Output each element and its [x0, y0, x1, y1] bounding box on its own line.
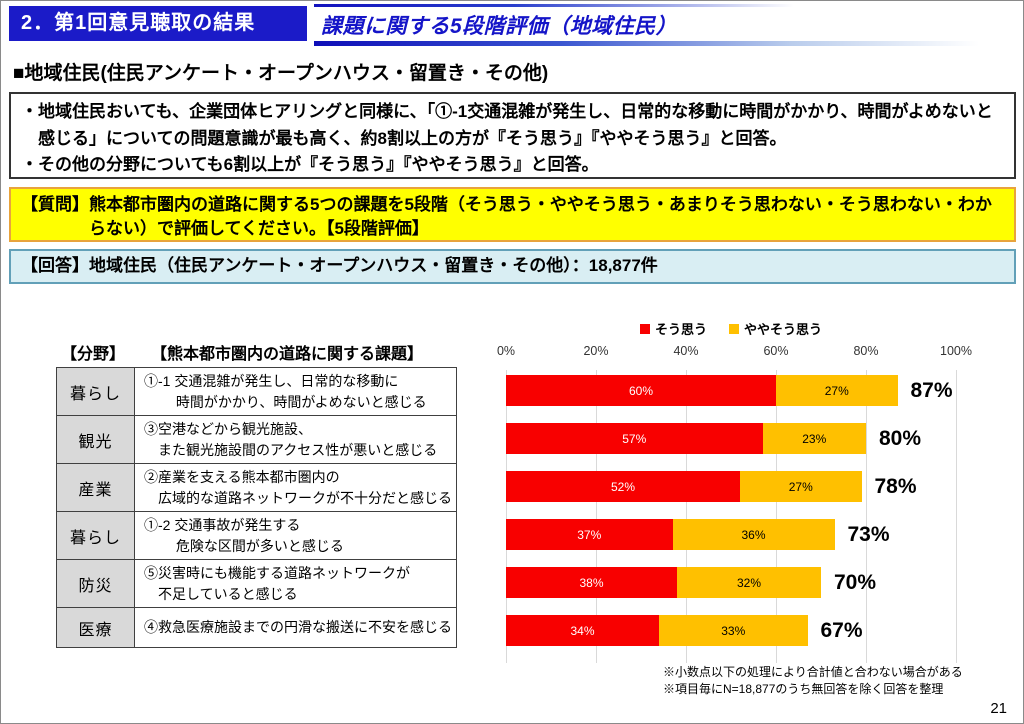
table-cell-category: 防災: [57, 560, 135, 607]
bar-segment-somewhat-agree: 23%: [762, 423, 866, 454]
subtitle-underline-rule: [314, 41, 1014, 46]
issue-line: また観光施設間のアクセス性が悪いと感じる: [144, 441, 438, 458]
footnotes: ※小数点以下の処理により合計値と合わない場合がある ※項目毎にN=18,877の…: [663, 664, 963, 699]
bar-row: 52% 27%: [506, 471, 862, 502]
bar-segment-somewhat-agree: 32%: [677, 567, 821, 598]
overview-box: ・地域住民おいても、企業団体ヒアリングと同様に、「①-1交通混雑が発生し、日常的…: [9, 92, 1016, 179]
chart-legend: そう思う ややそう思う: [506, 319, 956, 338]
bar-segment-agree: 34%: [506, 615, 659, 646]
bar-segment-somewhat-agree: 27%: [740, 471, 862, 502]
footnote-2: ※項目毎にN=18,877のうち無回答を除く回答を整理: [663, 682, 944, 697]
table-cell-issue: ⑤災害時にも機能する道路ネットワークが 不足していると感じる: [135, 560, 456, 607]
legend-item: ややそう思う: [729, 319, 822, 338]
bar-segment-somewhat-agree: 33%: [659, 615, 808, 646]
header-top-rule: [314, 4, 814, 7]
legend-label: そう思う: [654, 322, 707, 337]
overview-bullet-2: ・その他の分野についても6割以上が『そう思う』『ややそう思う』と回答。: [21, 155, 599, 175]
bar-total-label: 87%: [910, 379, 953, 402]
x-axis-tick-label: 100%: [940, 344, 972, 358]
overview-bullet-1: ・地域住民おいても、企業団体ヒアリングと同様に、「①-1交通混雑が発生し、日常的…: [21, 102, 993, 148]
bar-segment-somewhat-agree: 27%: [776, 375, 898, 406]
bar-row: 37% 36%: [506, 519, 835, 550]
bar-segment-agree: 37%: [506, 519, 673, 550]
table-cell-category: 医療: [57, 608, 135, 647]
gridline: [506, 370, 507, 663]
page-number: 21: [990, 700, 1007, 717]
chart-plot-area: 60% 27% 87% 57% 23% 80% 52% 27% 78% 37% 36% 73% 38% 3…: [506, 370, 957, 663]
section-heading: ■地域住民(住民アンケート・オープンハウス・留置き・その他): [13, 63, 549, 84]
x-axis-tick-label: 40%: [673, 344, 699, 358]
table-row: 暮らし ①-1 交通混雑が発生し、日常的な移動に 時間がかかり、時間がよめないと感…: [57, 367, 456, 415]
table-cell-category: 産業: [57, 464, 135, 511]
bar-row: 60% 27%: [506, 375, 898, 406]
x-axis-tick-label: 20%: [583, 344, 609, 358]
legend-label: ややそう思う: [744, 322, 823, 337]
table-header-issues: 【熊本都市圏内の道路に関する課題】: [151, 346, 424, 363]
issue-line: ①-1 交通混雑が発生し、日常的な移動に: [144, 373, 399, 390]
bar-row: 38% 32%: [506, 567, 821, 598]
gridline: [596, 370, 597, 663]
gridline: [776, 370, 777, 663]
x-axis-tick-label: 0%: [496, 344, 516, 358]
slide-subtitle: 課題に関する5段階評価（地域住民）: [321, 15, 678, 38]
bar-segment-somewhat-agree: 36%: [672, 519, 835, 550]
chart-x-axis: 0% 20% 40% 60% 80% 100%: [497, 344, 972, 360]
gridline: [956, 370, 957, 663]
issue-line: ⑤災害時にも機能する道路ネットワークが: [144, 565, 410, 582]
slide-title: 2．第1回意見聴取の結果: [9, 6, 307, 41]
question-text: 【質問】熊本都市圏内の道路に関する5つの課題を5段階（そう思う・ややそう思う・あ…: [21, 195, 992, 239]
table-cell-issue: ④救急医療施設までの円滑な搬送に不安を感じる: [135, 608, 456, 647]
table-cell-issue: ①-1 交通混雑が発生し、日常的な移動に 時間がかかり、時間がよめないと感じる: [135, 368, 456, 415]
bar-total-label: 80%: [879, 427, 922, 450]
issue-line: 広域的な道路ネットワークが不十分だと感じる: [144, 489, 452, 506]
table-cell-category: 暮らし: [57, 512, 135, 559]
table-row: 産業 ②産業を支える熊本都市圏内の 広域的な道路ネットワークが不十分だと感じる: [57, 463, 456, 511]
legend-item: そう思う: [639, 319, 707, 338]
bar-segment-agree: 60%: [506, 375, 776, 406]
bar-segment-agree: 57%: [506, 423, 763, 454]
stacked-bar-chart: そう思う ややそう思う 0% 20% 40% 60% 80% 100% 60% 27% 87% 5…: [497, 319, 1021, 665]
issue-line: ③空港などから観光施設、: [144, 421, 312, 438]
answer-box: 【回答】地域住民（住民アンケート・オープンハウス・留置き・その他）：18,877…: [9, 249, 1016, 284]
issue-line: 不足していると感じる: [144, 585, 298, 602]
gridline: [686, 370, 687, 663]
issue-line: ②産業を支える熊本都市圏内の: [144, 469, 340, 486]
issue-line: ④救急医療施設までの円滑な搬送に不安を感じる: [144, 619, 452, 636]
bar-row: 34% 33%: [506, 615, 808, 646]
table-cell-issue: ③空港などから観光施設、 また観光施設間のアクセス性が悪いと感じる: [135, 416, 456, 463]
table-row: 観光 ③空港などから観光施設、 また観光施設間のアクセス性が悪いと感じる: [57, 415, 456, 463]
table-row: 暮らし ①-2 交通事故が発生する 危険な区間が多いと感じる: [57, 511, 456, 559]
table-cell-issue: ②産業を支える熊本都市圏内の 広域的な道路ネットワークが不十分だと感じる: [135, 464, 456, 511]
legend-swatch-icon: [729, 323, 739, 334]
x-axis-tick-label: 60%: [763, 344, 789, 358]
table-row: 防災 ⑤災害時にも機能する道路ネットワークが 不足していると感じる: [57, 559, 456, 607]
table-cell-category: 観光: [57, 416, 135, 463]
bar-row: 57% 23%: [506, 423, 866, 454]
table-row: 医療 ④救急医療施設までの円滑な搬送に不安を感じる: [57, 607, 456, 647]
gridline: [866, 370, 867, 663]
bar-total-label: 73%: [847, 523, 890, 546]
table-header-category: 【分野】: [61, 346, 126, 363]
legend-swatch-icon: [639, 323, 650, 334]
issues-table: 暮らし ①-1 交通混雑が発生し、日常的な移動に 時間がかかり、時間がよめないと感…: [56, 367, 457, 648]
issue-line: 危険な区間が多いと感じる: [144, 537, 344, 554]
x-axis-tick-label: 80%: [853, 344, 879, 358]
bar-total-label: 67%: [820, 619, 863, 642]
bar-total-label: 70%: [834, 571, 877, 594]
table-cell-issue: ①-2 交通事故が発生する 危険な区間が多いと感じる: [135, 512, 456, 559]
question-box: 【質問】熊本都市圏内の道路に関する5つの課題を5段階（そう思う・ややそう思う・あ…: [9, 187, 1016, 242]
bar-segment-agree: 52%: [506, 471, 740, 502]
issue-line: 時間がかかり、時間がよめないと感じる: [144, 393, 427, 410]
bar-segment-agree: 38%: [506, 567, 677, 598]
footnote-1: ※小数点以下の処理により合計値と合わない場合がある: [663, 665, 963, 679]
issue-line: ①-2 交通事故が発生する: [144, 517, 301, 534]
table-cell-category: 暮らし: [57, 368, 135, 415]
bar-total-label: 78%: [874, 475, 917, 498]
